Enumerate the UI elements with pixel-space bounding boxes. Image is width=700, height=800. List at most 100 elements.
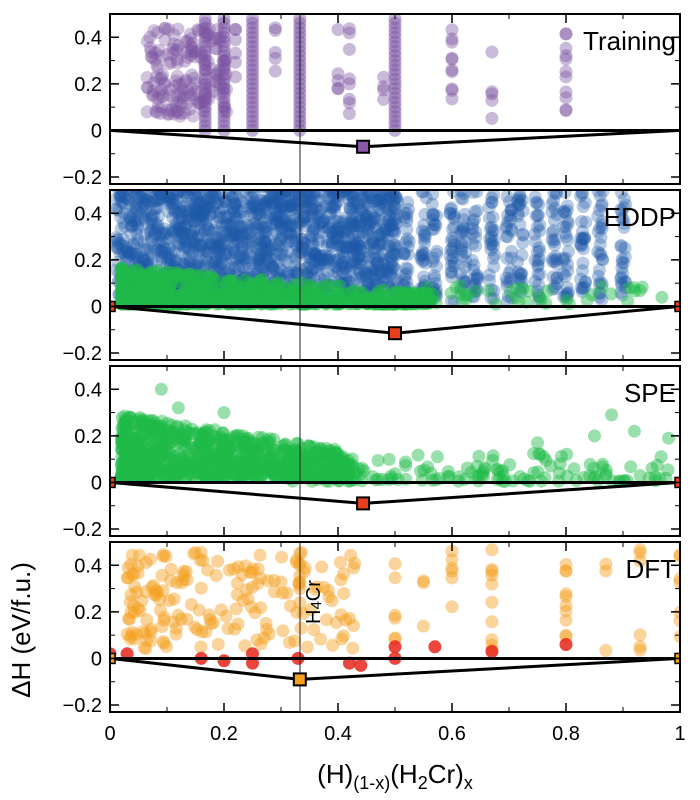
eddp-point xyxy=(316,220,330,234)
eddp-point xyxy=(500,279,514,293)
eddp-point xyxy=(177,230,191,244)
eddp-point xyxy=(259,236,273,250)
eddp-point xyxy=(389,273,403,286)
eddp-point xyxy=(263,264,277,278)
eddp-point xyxy=(264,208,277,221)
eddp-point xyxy=(388,248,402,261)
eddp-point xyxy=(382,214,396,228)
eddp-point xyxy=(138,241,152,255)
eddp-point xyxy=(531,284,544,298)
eddp-point xyxy=(557,253,570,267)
eddp-point xyxy=(560,287,574,301)
spe-point xyxy=(209,467,222,481)
training-point xyxy=(217,58,231,72)
eddp-point xyxy=(576,264,589,278)
eddp-point xyxy=(332,194,346,208)
spe-point xyxy=(145,457,159,471)
eddp-point xyxy=(359,266,373,280)
eddp-point xyxy=(186,245,200,259)
eddp-point xyxy=(322,220,336,234)
training-point xyxy=(388,91,402,105)
eddp-point xyxy=(130,247,144,261)
eddp-point xyxy=(281,190,295,195)
eddp-point xyxy=(615,252,629,266)
eddp-point xyxy=(295,232,309,246)
eddp-point xyxy=(298,199,312,212)
dft-point xyxy=(559,587,573,601)
eddp-point xyxy=(236,196,250,210)
spe-point xyxy=(173,447,187,461)
eddp-point xyxy=(251,252,265,266)
eddp-point xyxy=(594,230,608,244)
eddp-point xyxy=(254,198,268,212)
dft-point xyxy=(485,595,499,609)
eddp-point xyxy=(381,190,395,202)
training-point xyxy=(158,22,172,36)
dft-point xyxy=(143,552,157,566)
eddp-point xyxy=(547,190,561,200)
spe-point xyxy=(133,411,147,425)
eddp-point xyxy=(246,197,260,211)
eddp-point xyxy=(386,190,400,203)
spe-point xyxy=(140,424,154,438)
eddp-point xyxy=(310,263,324,277)
eddp-point xyxy=(505,244,518,258)
training-point xyxy=(198,35,212,49)
eddp-point xyxy=(504,203,518,217)
eddp-point xyxy=(117,243,131,257)
eddp-point xyxy=(337,255,351,269)
eddp-point xyxy=(264,242,278,256)
training-point xyxy=(268,64,282,78)
training-point xyxy=(199,63,213,77)
eddp-green-point xyxy=(635,280,649,294)
spe-point xyxy=(215,433,229,447)
eddp-point xyxy=(371,267,385,281)
training-point xyxy=(158,21,172,35)
eddp-point xyxy=(124,227,138,241)
spe-point xyxy=(331,460,345,474)
eddp-point xyxy=(457,213,471,227)
eddp-point xyxy=(230,211,244,224)
eddp-point xyxy=(309,247,323,261)
training-point xyxy=(170,105,184,119)
eddp-point xyxy=(289,252,303,266)
eddp-point xyxy=(515,267,529,281)
eddp-point xyxy=(137,197,151,211)
eddp-point xyxy=(319,248,333,262)
training-point xyxy=(198,72,212,86)
training-point xyxy=(170,53,184,67)
eddp-point xyxy=(251,207,265,221)
training-point xyxy=(176,83,190,97)
eddp-point xyxy=(345,215,359,229)
spe-point xyxy=(199,470,213,484)
eddp-point xyxy=(400,211,414,225)
eddp-point xyxy=(302,199,316,213)
eddp-point xyxy=(232,235,246,249)
eddp-point xyxy=(166,211,179,225)
spe-point xyxy=(198,426,212,440)
training-point xyxy=(331,82,345,96)
spe-point xyxy=(162,447,176,461)
training-point xyxy=(150,105,164,119)
eddp-point xyxy=(295,195,309,209)
training-point xyxy=(174,106,188,120)
spe-point xyxy=(188,440,202,454)
eddp-point xyxy=(266,196,280,210)
eddp-point xyxy=(289,226,303,240)
training-point xyxy=(559,85,573,99)
spe-point xyxy=(195,427,209,441)
eddp-point xyxy=(201,223,215,237)
eddp-point xyxy=(528,235,542,249)
spe-point xyxy=(192,466,206,480)
eddp-point xyxy=(185,214,199,228)
eddp-point xyxy=(484,283,498,297)
dft-point xyxy=(253,548,267,562)
dft-red-point xyxy=(428,640,442,654)
y-tick-label: −0.2 xyxy=(63,343,102,365)
eddp-point xyxy=(262,257,276,271)
eddp-point xyxy=(273,205,286,219)
eddp-point xyxy=(388,193,402,206)
eddp-point xyxy=(312,217,326,230)
training-point xyxy=(217,30,231,44)
eddp-point xyxy=(556,267,570,281)
